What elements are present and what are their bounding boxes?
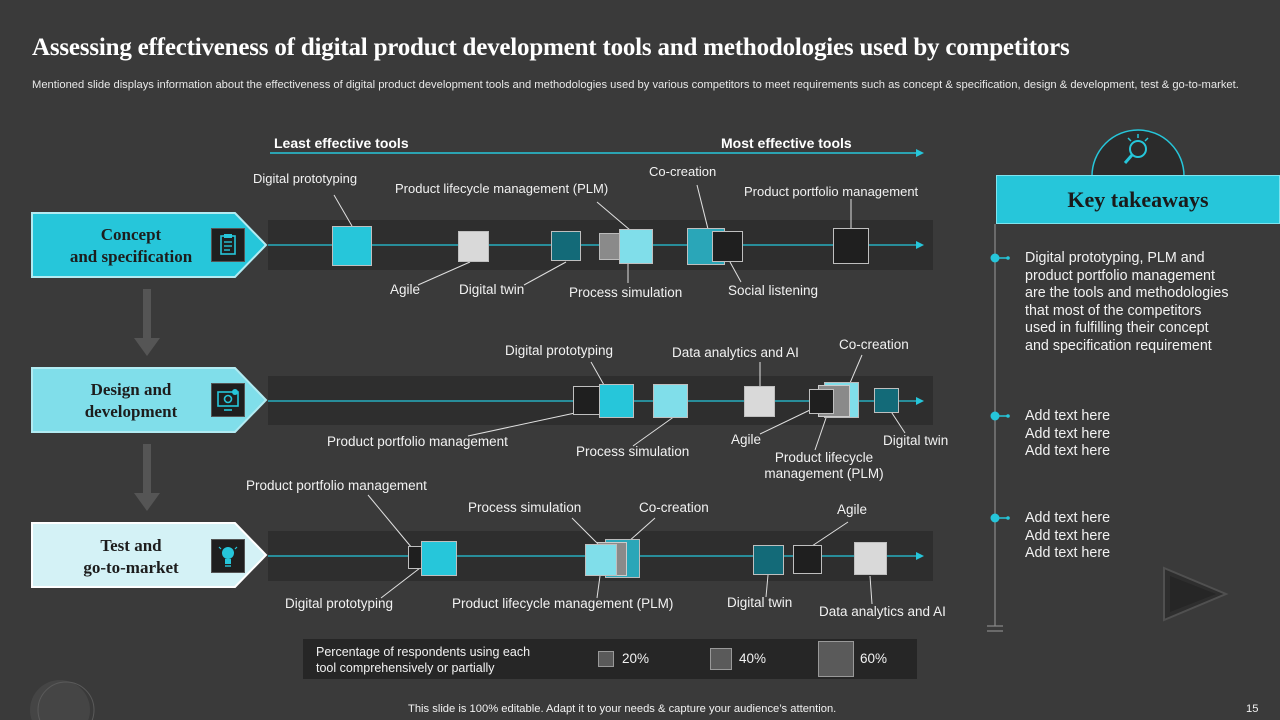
marker-design-data-analytics — [744, 386, 775, 417]
play-triangle-decoration — [1163, 566, 1229, 622]
legend-swatch-40 — [710, 648, 732, 670]
takeaway-2-line: Add text here — [1025, 408, 1111, 424]
label-concept-digital-twin: Digital twin — [459, 282, 525, 297]
label-concept-process-simulation: Process simulation — [569, 285, 683, 300]
marker-test-process-simulation — [585, 544, 617, 576]
clipboard-icon — [211, 228, 245, 262]
stage-design-line1: Design and — [90, 380, 172, 399]
takeaway-1-line: used in fulfilling their concept — [1025, 320, 1209, 337]
marker-concept-agile — [458, 231, 489, 262]
takeaway-point-2: Add text here Add text here Add text her… — [1025, 408, 1265, 461]
marker-test-digital-prototyping — [421, 541, 457, 576]
label-design-co-creation: Co-creation — [839, 337, 909, 352]
label-design-digital-prototyping: Digital prototyping — [505, 343, 614, 358]
label-test-portfolio: Product portfolio management — [246, 478, 427, 493]
takeaway-2-line: Add text here — [1025, 425, 1111, 442]
track-line-concept — [268, 241, 924, 249]
label-concept-social-listening: Social listening — [728, 283, 819, 298]
marker-concept-digital-twin — [551, 231, 581, 261]
takeaway-1-line: are the tools and methodologies — [1025, 285, 1229, 302]
marker-design-digital-prototyping — [599, 384, 634, 418]
page-subtitle: Mentioned slide displays information abo… — [32, 79, 1239, 91]
legend-label-line1: Percentage of respondents using each — [316, 645, 531, 659]
takeaway-1-line: and specification requirement — [1025, 337, 1212, 354]
takeaways-timeline — [987, 224, 1010, 632]
takeaway-3-line: Add text here — [1025, 545, 1111, 562]
legend-label: Percentage of respondents using each too… — [316, 644, 530, 676]
stage-design: Design and development — [38, 379, 224, 423]
label-design-plm: Product lifecycle management (PLM) — [762, 450, 886, 482]
idea-search-icon — [1091, 129, 1185, 177]
decorative-circles — [30, 680, 95, 720]
marker-design-agile — [809, 389, 834, 414]
marker-test-agile — [793, 545, 822, 574]
label-test-digital-twin: Digital twin — [727, 595, 793, 610]
legend-item-60: 60% — [860, 651, 888, 666]
stage-test-line1: Test and — [100, 536, 162, 555]
key-takeaways-header — [996, 175, 1280, 224]
label-concept-portfolio: Product portfolio management — [744, 184, 919, 199]
stage-test-line2: go-to-market — [83, 558, 179, 577]
label-design-digital-twin: Digital twin — [883, 433, 949, 448]
page-number: 15 — [1246, 703, 1259, 715]
label-test-plm: Product lifecycle management (PLM) — [452, 596, 674, 611]
page-title: Assessing effectiveness of digital produ… — [32, 34, 1070, 61]
gear-screen-icon — [211, 383, 245, 417]
label-design-plm-line1: Product lifecycle — [774, 450, 874, 465]
marker-design-digital-twin — [874, 388, 899, 413]
marker-concept-plm — [619, 229, 653, 264]
legend-swatch-20 — [598, 651, 614, 667]
label-design-plm-line2: management (PLM) — [764, 466, 884, 481]
marker-concept-social-listening — [712, 231, 743, 262]
label-design-agile: Agile — [731, 432, 762, 447]
stage-chevrons — [31, 212, 268, 588]
takeaway-2-line: Add text here — [1025, 443, 1111, 460]
stage-design-line2: development — [84, 402, 178, 421]
effectiveness-arrow — [270, 149, 924, 157]
key-takeaways-title: Key takeaways — [1067, 187, 1209, 212]
label-concept-agile: Agile — [390, 282, 421, 297]
legend-item-20: 20% — [622, 651, 650, 666]
takeaway-point-1: Digital prototyping, PLM and product por… — [1025, 250, 1265, 356]
stage-concept-line1: Concept — [100, 225, 162, 244]
marker-concept-digital-prototyping — [332, 226, 372, 266]
label-test-data-analytics: Data analytics and AI — [819, 604, 946, 619]
takeaway-point-3: Add text here Add text here Add text her… — [1025, 510, 1265, 563]
label-test-digital-prototyping: Digital prototyping — [285, 596, 394, 611]
label-design-process-simulation: Process simulation — [576, 444, 690, 459]
least-effective-label: Least effective tools — [274, 135, 409, 151]
stage-test: Test and go-to-market — [38, 535, 224, 579]
marker-concept-portfolio — [833, 228, 869, 264]
legend-swatch-60 — [818, 641, 854, 677]
label-design-data-analytics: Data analytics and AI — [672, 345, 799, 360]
lightbulb-icon — [211, 539, 245, 573]
stage-concept-line2: and specification — [69, 247, 193, 266]
label-concept-digital-prototyping: Digital prototyping — [253, 171, 358, 186]
footer-note: This slide is 100% editable. Adapt it to… — [408, 703, 837, 715]
legend-item-40: 40% — [739, 651, 767, 666]
label-test-agile: Agile — [837, 502, 868, 517]
takeaway-1-line: that most of the competitors — [1025, 302, 1202, 319]
stage-concept: Concept and specification — [38, 224, 224, 268]
takeaway-1-line: product portfolio management — [1025, 267, 1215, 284]
label-test-co-creation: Co-creation — [639, 500, 709, 515]
takeaway-3-line: Add text here — [1025, 510, 1111, 526]
takeaway-3-line: Add text here — [1025, 527, 1111, 544]
legend-label-line2: tool comprehensively or partially — [316, 661, 495, 675]
marker-test-data-analytics — [854, 542, 887, 575]
marker-test-digital-twin — [753, 545, 784, 575]
takeaway-1-line: Digital prototyping, PLM and — [1025, 250, 1205, 266]
label-design-portfolio: Product portfolio management — [327, 434, 508, 449]
label-test-process-simulation: Process simulation — [468, 500, 582, 515]
marker-design-process-simulation — [653, 384, 688, 418]
most-effective-label: Most effective tools — [721, 135, 852, 151]
label-concept-plm: Product lifecycle management (PLM) — [395, 181, 609, 196]
label-concept-co-creation: Co-creation — [649, 164, 717, 179]
